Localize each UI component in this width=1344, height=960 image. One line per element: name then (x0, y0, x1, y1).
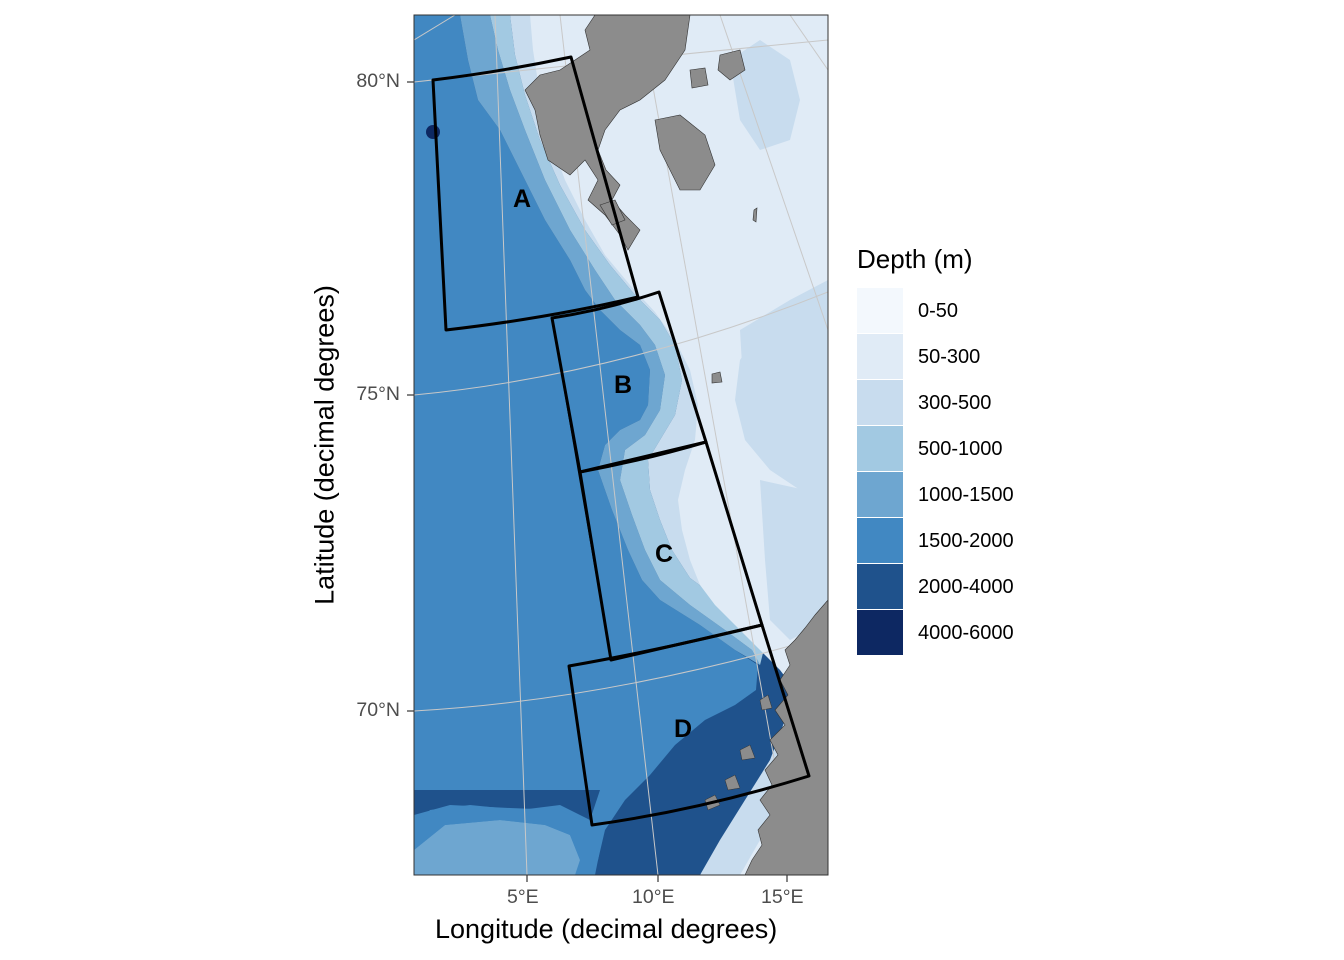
legend-label: 1500-2000 (918, 529, 1014, 552)
shelf-patch-west (740, 285, 828, 480)
region-b-thin-edge (551, 317, 612, 661)
legend-swatch (857, 518, 903, 564)
depth-1500-2000-area (414, 15, 758, 875)
legend-title: Depth (m) (857, 244, 973, 274)
study-regions (431, 55, 811, 827)
region-label-c: C (655, 540, 673, 568)
graticule-lon-25 (789, 15, 828, 71)
depth-2000-4000-ridge (414, 500, 470, 560)
shelf-patch-south (760, 480, 828, 640)
legend-item: 4000-6000 (857, 610, 1014, 656)
legend-swatch (857, 610, 903, 656)
region-d-outline (567, 623, 811, 827)
panel-border (413, 14, 829, 876)
legend-swatch (857, 564, 903, 610)
legend-swatch (857, 288, 903, 334)
graticule-lon-5 (494, 15, 528, 875)
x-tick-label-5: 5°E (507, 886, 539, 908)
legend-swatch (857, 380, 903, 426)
legend-swatch (857, 472, 903, 518)
y-tick-label-75: 75°N (356, 383, 400, 405)
land-norway-islands (704, 694, 773, 811)
region-label-d: D (674, 715, 692, 743)
legend-item: 500-1000 (857, 426, 1014, 472)
region-label-a: A (513, 185, 531, 213)
depth-1500-2000-lobe (414, 805, 600, 875)
legend-label: 4000-6000 (918, 621, 1014, 644)
legend-label: 0-50 (918, 299, 959, 322)
legend-label: 300-500 (918, 391, 992, 414)
x-axis-title: Longitude (decimal degrees) (435, 914, 778, 944)
legend-items: 0-50 50-300 300-500 500-1000 1000-1500 1500-2… (857, 288, 1014, 656)
legend-label: 500-1000 (918, 437, 1003, 460)
legend-swatch (857, 334, 903, 380)
legend-item: 1000-1500 (857, 472, 1014, 518)
legend-label: 50-300 (918, 345, 981, 368)
legend-label: 1000-1500 (918, 483, 1014, 506)
land-norway (744, 599, 828, 875)
y-axis-title: Latitude (decimal degrees) (309, 285, 340, 605)
depth-50-300-area (530, 15, 828, 875)
legend-swatch (857, 426, 903, 472)
depth-4000-6000-area (426, 125, 440, 139)
depth-500-1000-area (490, 15, 765, 665)
map-panel: A B C D (414, 15, 828, 875)
x-tick-label-10: 10°E (632, 886, 675, 908)
legend-item: 0-50 (857, 288, 1014, 334)
shelf-patch-north (730, 40, 800, 150)
legend-label: 2000-4000 (918, 575, 1014, 598)
legend-item: 1500-2000 (857, 518, 1014, 564)
legend-item: 2000-4000 (857, 564, 1014, 610)
region-label-b: B (614, 371, 632, 399)
graticule-lat-75 (414, 291, 828, 396)
region-a-outline (431, 55, 640, 332)
axis-ticks (407, 81, 788, 882)
legend-item: 50-300 (857, 334, 1014, 380)
y-tick-label-80: 80°N (356, 70, 400, 92)
legend-item: 300-500 (857, 380, 1014, 426)
depth-1000-1500-lobe (414, 820, 580, 875)
y-tick-label-70: 70°N (356, 699, 400, 721)
land-svalbard (524, 15, 758, 384)
x-tick-label-15: 15°E (761, 886, 804, 908)
region-labels: A B C D (513, 185, 692, 743)
graticule-lon-0 (414, 15, 456, 41)
depth-legend: Depth (m) 0-50 50-300 300-500 500-1000 1000-… (857, 244, 1014, 656)
depth-1000-1500-area (460, 15, 760, 665)
